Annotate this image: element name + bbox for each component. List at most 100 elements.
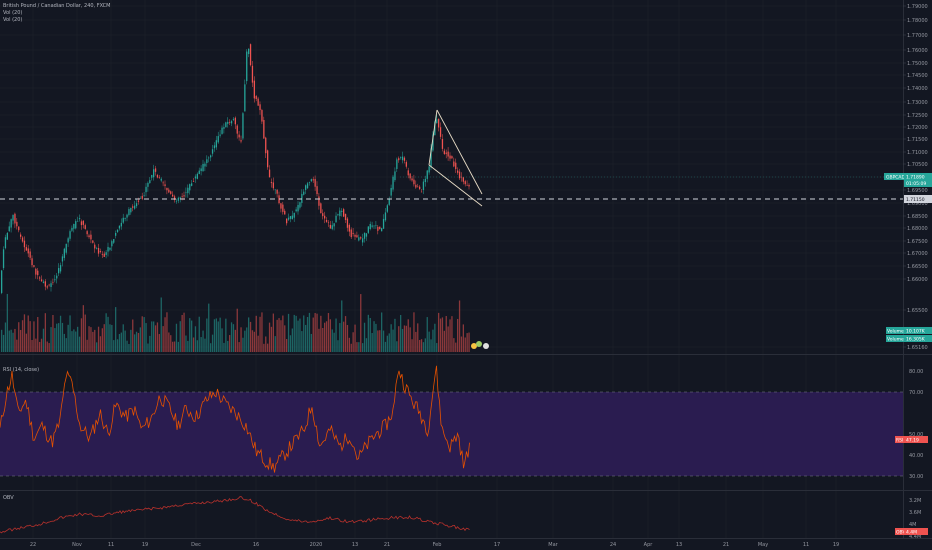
candle-body [363,232,366,239]
price-tick-label: 1.74500 [907,73,928,79]
earnings-icon[interactable] [476,341,482,347]
volume-legend-1[interactable]: Vol (20) [3,10,23,16]
candle-body [56,275,58,279]
candle-body [118,225,121,229]
obv-tick-label: 4M [909,522,917,528]
obv-axis[interactable]: 3.2M 3.6M 4M 4.4M [909,498,921,540]
candle-body [249,44,252,66]
volume-bar [396,341,398,352]
volume-bar [248,317,250,352]
candle-body [449,155,451,159]
candle-body [27,248,29,254]
candle-body [124,218,126,219]
candle-body [375,225,377,226]
dividend-icon[interactable] [471,343,477,349]
time-tick-label: Nov [72,542,82,548]
wedge-lower-line[interactable] [428,164,483,207]
volume-bar [308,312,311,352]
candle-body [284,210,286,215]
candle-body [242,113,244,139]
candle-body [246,51,248,82]
volume-bar [394,318,396,352]
candle-body [348,224,350,232]
obv-legend[interactable]: OBV [3,495,14,501]
volume-bar [303,315,305,352]
volume-bar [145,323,147,352]
volume-bar [118,334,121,352]
volume-bar [249,321,252,352]
volume-bar [54,328,56,352]
time-tick-label: May [758,542,768,548]
volume-bar [80,318,83,352]
candle-body [168,189,170,193]
volume-bar [409,327,411,352]
volume-bar [12,332,14,352]
price-tick-label: 1.66500 [907,264,928,270]
volume-bar [177,341,179,352]
volume-bar [33,321,35,352]
candle-body [77,221,79,222]
event-icon[interactable] [483,343,489,349]
candle-body [291,215,293,220]
volume-bar [183,312,185,352]
volume-bar [422,342,425,352]
time-axis[interactable]: 22 Nov 11 19 Dec 16 2020 13 21 Feb 17 Mar 24 Apr 13 21 M… [30,542,839,548]
wedge-upper-line[interactable] [436,109,483,195]
candle-body [4,237,7,249]
candle-body [46,286,48,288]
candle-body [116,229,119,233]
volume-bar [362,343,364,352]
candle-body [204,163,206,167]
volume-legend-2[interactable]: Vol (20) [3,17,23,23]
price-tick-label: 1.79000 [907,4,928,10]
candle-body [179,197,181,199]
candle-body [189,184,191,191]
price-tick-label: 1.68500 [907,214,928,220]
candle-body [272,182,274,189]
volume-bar [126,340,128,352]
line-price-text: 1.71150 [906,197,925,203]
time-tick-label: Feb [433,542,442,548]
candle-body [265,137,267,154]
candle-body [92,240,94,243]
volume-bar [259,316,261,352]
volume-bar [341,300,343,352]
rsi-tag [895,436,904,443]
symbol-title[interactable]: British Pound / Canadian Dollar, 240, FX… [3,3,111,9]
price-axis[interactable]: 1.79000 1.78000 1.77000 1.76000 1.75000 1.745… [903,4,928,351]
price-tick-label: 1.69000 [907,201,928,207]
volume-bar [284,325,286,352]
candle-body [327,222,330,224]
volume-bar [8,330,10,352]
volume-bar [168,332,170,352]
volume-bar [4,322,7,352]
rsi-tag-value: 47.19 [906,438,919,444]
candle-body [346,218,349,228]
candle-body [293,212,295,218]
rsi-legend[interactable]: RSI (14, close) [3,367,40,373]
candle-body [12,215,14,221]
candle-body [234,117,236,125]
volume-bar [468,332,470,352]
candle-body [134,205,136,209]
volume-bar [297,320,299,352]
volume-bar [217,321,219,352]
volume-bar [61,322,64,352]
candle-body [436,119,438,124]
candle-body [177,197,179,201]
wedge-left-line[interactable] [428,109,438,166]
volume-bar [360,294,362,352]
rsi-axis[interactable]: 80.00 70.00 50.00 40.00 30.00 [909,369,923,480]
candle-body [143,195,145,196]
candle-body [468,184,470,187]
falling-wedge[interactable] [428,109,483,207]
candle-body [175,200,178,202]
candle-body [337,214,339,216]
volume-bar [23,314,26,352]
event-icons[interactable] [471,341,489,349]
volume-bar [354,324,356,352]
candle-body [223,127,225,129]
candlesticks [1,43,470,295]
candle-body [113,239,115,243]
